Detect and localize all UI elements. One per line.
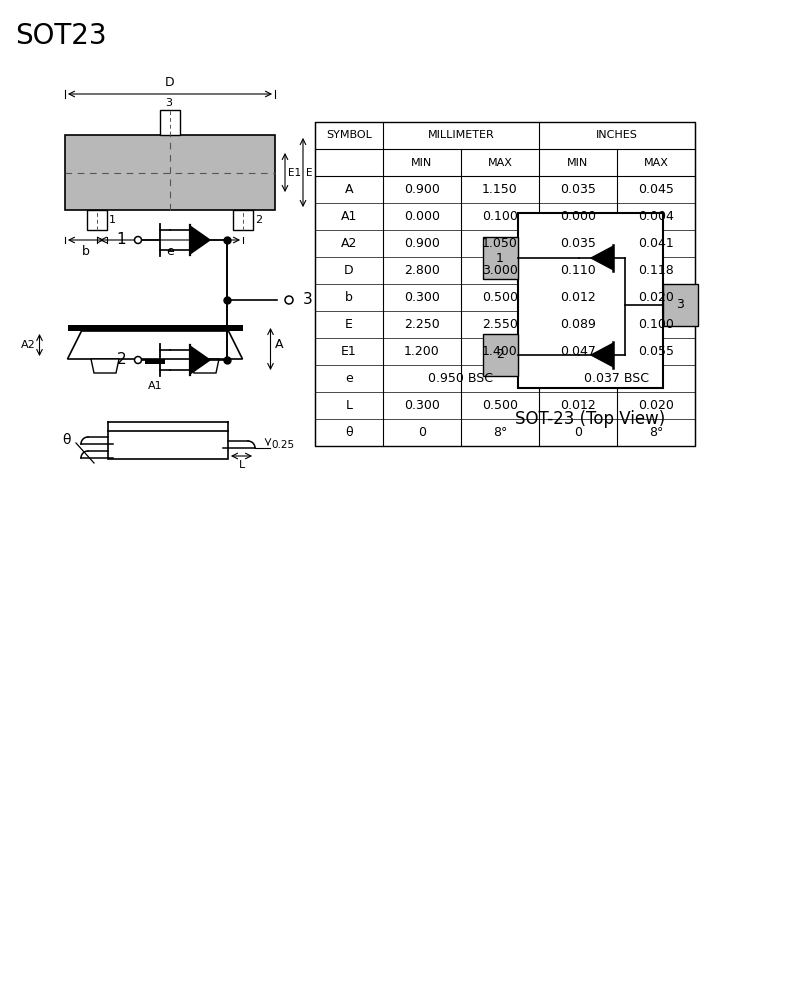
Polygon shape: [190, 226, 210, 254]
Text: 0.300: 0.300: [404, 291, 440, 304]
Polygon shape: [108, 431, 228, 459]
Bar: [145, 359, 165, 364]
Text: A: A: [274, 338, 283, 352]
Text: 0.012: 0.012: [560, 399, 596, 412]
Text: e: e: [345, 372, 353, 385]
Text: 0.500: 0.500: [482, 291, 518, 304]
Text: MIN: MIN: [411, 157, 433, 167]
Text: A2: A2: [341, 237, 357, 250]
Text: 1: 1: [109, 215, 116, 225]
Text: A1: A1: [148, 381, 162, 391]
Text: INCHES: INCHES: [596, 130, 638, 140]
Text: A: A: [345, 183, 354, 196]
Text: 2: 2: [116, 353, 126, 367]
Bar: [65, 135, 275, 210]
Text: 0.041: 0.041: [638, 237, 674, 250]
Bar: [662, 284, 698, 326]
Text: 0.110: 0.110: [560, 264, 596, 277]
Text: 0.000: 0.000: [560, 210, 596, 223]
Text: 0: 0: [418, 426, 426, 439]
Text: E: E: [345, 318, 353, 331]
Bar: [87, 210, 107, 230]
Text: 1.050: 1.050: [482, 237, 518, 250]
Text: 0.055: 0.055: [638, 345, 674, 358]
Circle shape: [285, 296, 293, 304]
Text: A2: A2: [21, 340, 35, 350]
Text: b: b: [345, 291, 353, 304]
Text: 0.045: 0.045: [638, 183, 674, 196]
Text: 1.200: 1.200: [404, 345, 440, 358]
Text: θ: θ: [62, 433, 70, 447]
Polygon shape: [190, 346, 210, 374]
Text: E: E: [306, 167, 313, 178]
Text: SOT23: SOT23: [15, 22, 106, 50]
Text: 0.100: 0.100: [482, 210, 518, 223]
Text: 0.020: 0.020: [638, 399, 674, 412]
Text: e: e: [166, 245, 174, 258]
Text: E1: E1: [341, 345, 357, 358]
Text: 0.900: 0.900: [404, 237, 440, 250]
Text: b: b: [82, 245, 90, 258]
Text: 8°: 8°: [649, 426, 663, 439]
Bar: [482, 334, 518, 376]
Text: 2.250: 2.250: [404, 318, 440, 331]
Circle shape: [134, 236, 142, 243]
Text: E1: E1: [288, 167, 301, 178]
Text: MAX: MAX: [643, 157, 669, 167]
Bar: [67, 325, 242, 331]
Text: SYMBOL: SYMBOL: [326, 130, 372, 140]
Text: 0.500: 0.500: [482, 399, 518, 412]
Text: 0.118: 0.118: [638, 264, 674, 277]
Text: MIN: MIN: [567, 157, 589, 167]
Text: 1: 1: [496, 251, 504, 264]
Text: 0.035: 0.035: [560, 237, 596, 250]
Text: 1.150: 1.150: [482, 183, 518, 196]
Polygon shape: [67, 331, 242, 359]
Text: 0.100: 0.100: [638, 318, 674, 331]
Text: 2.550: 2.550: [482, 318, 518, 331]
Text: 0.900: 0.900: [404, 183, 440, 196]
Text: L: L: [346, 399, 353, 412]
Text: 0.020: 0.020: [638, 291, 674, 304]
Circle shape: [134, 357, 142, 363]
Polygon shape: [591, 343, 614, 367]
Text: MAX: MAX: [487, 157, 513, 167]
Polygon shape: [91, 359, 119, 373]
Text: 0.012: 0.012: [560, 291, 596, 304]
Text: 1.400: 1.400: [482, 345, 518, 358]
Bar: [233, 210, 253, 230]
Text: 8°: 8°: [493, 426, 507, 439]
Text: 2: 2: [496, 349, 504, 361]
Text: 1: 1: [116, 232, 126, 247]
Text: 0.950 BSC: 0.950 BSC: [429, 372, 494, 385]
Text: 0.037 BSC: 0.037 BSC: [585, 372, 650, 385]
Text: SOT-23 (Top View): SOT-23 (Top View): [515, 410, 665, 428]
Bar: [518, 213, 662, 387]
Text: 0.004: 0.004: [638, 210, 674, 223]
Text: MILLIMETER: MILLIMETER: [428, 130, 494, 140]
Text: L: L: [238, 460, 245, 470]
Polygon shape: [191, 359, 219, 373]
Text: 0.000: 0.000: [404, 210, 440, 223]
Bar: [315, 122, 695, 446]
Text: 0: 0: [574, 426, 582, 439]
Text: 3.000: 3.000: [482, 264, 518, 277]
Text: 3: 3: [303, 292, 313, 308]
Text: 2.800: 2.800: [404, 264, 440, 277]
Text: 0.089: 0.089: [560, 318, 596, 331]
Text: θ: θ: [345, 426, 353, 439]
Text: D: D: [344, 264, 354, 277]
Text: 0.300: 0.300: [404, 399, 440, 412]
Text: 3: 3: [166, 98, 173, 108]
Text: 3: 3: [676, 298, 684, 312]
Bar: [160, 110, 180, 135]
Text: D: D: [165, 76, 175, 89]
Text: 0.035: 0.035: [560, 183, 596, 196]
Text: 0.25: 0.25: [271, 440, 294, 450]
Polygon shape: [591, 246, 614, 270]
Bar: [482, 237, 518, 279]
Text: A1: A1: [341, 210, 357, 223]
Text: 2: 2: [255, 215, 262, 225]
Text: 0.047: 0.047: [560, 345, 596, 358]
